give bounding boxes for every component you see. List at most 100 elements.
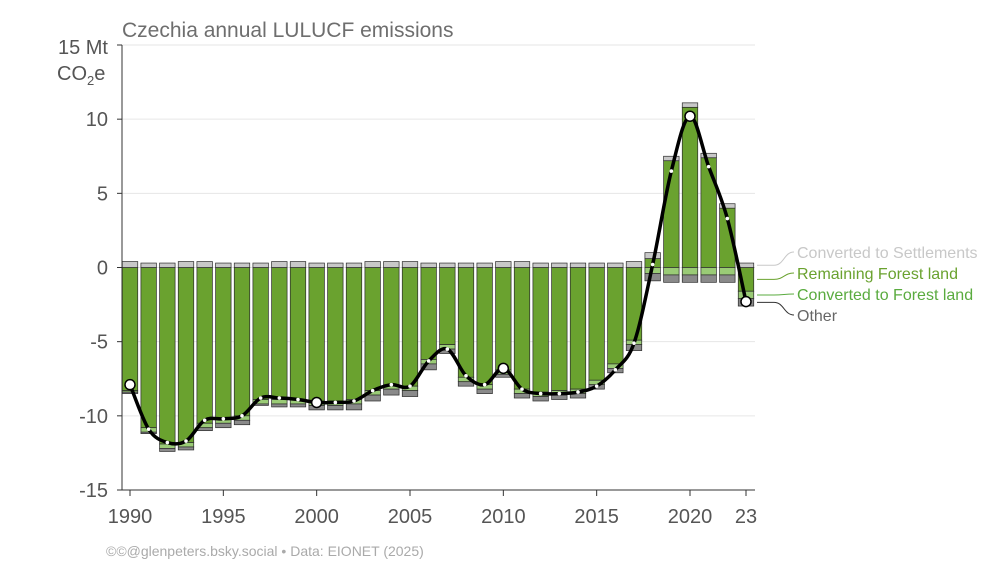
- bar-remaining-forest-land: [215, 267, 232, 420]
- bar-converted-to-settlements: [569, 262, 587, 268]
- bar-remaining-forest-land: [159, 267, 176, 445]
- bar-other: [364, 394, 381, 402]
- net-point: [538, 391, 543, 396]
- bar-converted-to-settlements: [457, 262, 475, 268]
- bar-other: [121, 391, 139, 394]
- net-point-highlight: [740, 295, 752, 308]
- legend-label-other: Other: [797, 308, 838, 325]
- bar-other: [289, 403, 307, 408]
- bar-converted-to-settlements: [532, 262, 549, 268]
- bar-remaining-forest-land: [401, 267, 419, 387]
- bar-remaining-forest-land: [177, 267, 195, 443]
- bar-converted-to-settlements: [607, 262, 624, 268]
- bar-remaining-forest-land: [252, 267, 269, 400]
- net-point: [352, 399, 356, 403]
- bar-other: [476, 388, 493, 394]
- y-tick-label: -5: [90, 332, 108, 354]
- bar-converted-to-settlements: [439, 262, 456, 268]
- stacked-bars: [121, 102, 755, 452]
- bar-remaining-forest-land: [383, 267, 400, 386]
- bar-converted-to-settlements: [271, 261, 288, 268]
- bar-remaining-forest-land: [569, 267, 587, 390]
- net-point: [445, 347, 450, 351]
- net-point: [613, 368, 618, 372]
- bar-remaining-forest-land: [439, 267, 456, 345]
- bar-remaining-forest-land: [495, 267, 512, 371]
- x-tick-label: 2010: [481, 506, 526, 528]
- bar-converted-to-settlements: [289, 261, 307, 268]
- net-point: [557, 391, 562, 396]
- bar-converted-to-settlements: [737, 262, 755, 268]
- legend-leader-line: [757, 251, 795, 266]
- bar-converted-to-settlements: [364, 261, 381, 268]
- net-point: [426, 359, 431, 363]
- bar-converted-to-settlements: [345, 262, 363, 268]
- bar-other: [420, 363, 437, 371]
- net-point-highlight: [310, 396, 323, 409]
- bar-converted-to-settlements: [401, 261, 419, 268]
- net-emissions-line: [128, 114, 748, 446]
- footer-credit: ©©@glenpeters.bsky.social • Data: EIONET…: [106, 543, 424, 559]
- bar-remaining-forest-land: [551, 267, 568, 391]
- net-point: [258, 396, 263, 400]
- bar-remaining-forest-land: [476, 267, 493, 386]
- bar-remaining-forest-land: [121, 267, 139, 391]
- bar-converted-to-settlements: [495, 261, 512, 268]
- net-point: [296, 397, 300, 402]
- y-tick-label: 10: [86, 109, 108, 131]
- bar-remaining-forest-land: [364, 267, 381, 391]
- bar-other: [681, 274, 699, 283]
- legend-label-converted-to-forest-land: Converted to Forest land: [797, 287, 973, 304]
- bar-remaining-forest-land: [327, 267, 344, 402]
- bar-converted-to-settlements: [159, 262, 176, 268]
- bar-other: [700, 274, 717, 283]
- net-point: [706, 164, 711, 169]
- legend-label-remaining-forest-land: Remaining Forest land: [797, 266, 958, 283]
- bar-converted-to-settlements: [383, 261, 400, 268]
- net-point: [184, 439, 188, 443]
- bar-other: [551, 394, 568, 400]
- bar-converted-to-settlements: [719, 203, 736, 209]
- bar-converted-to-settlements: [121, 261, 139, 268]
- bar-other: [233, 419, 251, 426]
- net-point: [464, 373, 468, 378]
- net-point: [632, 341, 636, 345]
- net-point: [725, 216, 730, 221]
- bar-remaining-forest-land: [271, 267, 288, 400]
- x-tick-label: 2005: [388, 506, 433, 528]
- net-point: [594, 384, 599, 388]
- net-point: [370, 388, 375, 393]
- x-tick-label: 1990: [108, 506, 153, 528]
- bar-other: [345, 403, 363, 411]
- legend-leader-line: [757, 293, 795, 296]
- bar-remaining-forest-land: [681, 106, 699, 268]
- legend-leader-line: [757, 301, 795, 316]
- net-point: [408, 384, 412, 388]
- bar-remaining-forest-land: [457, 267, 475, 378]
- bar-converted-to-settlements: [252, 262, 269, 268]
- net-point: [165, 440, 170, 445]
- bar-converted-to-forest-land: [681, 267, 699, 276]
- net-point: [389, 382, 394, 387]
- bar-converted-to-forest-land: [663, 267, 680, 276]
- y-axis-unit: 15 Mt: [58, 37, 108, 59]
- net-point: [240, 414, 244, 418]
- bar-converted-to-settlements: [625, 261, 643, 268]
- bar-converted-to-forest-land: [700, 267, 717, 276]
- bar-other: [532, 396, 549, 402]
- bar-other: [215, 422, 232, 429]
- net-point: [520, 387, 524, 391]
- bar-other: [401, 390, 419, 397]
- bar-other: [383, 388, 400, 396]
- x-tick-label: 23: [735, 506, 757, 528]
- bar-converted-to-settlements: [233, 262, 251, 268]
- net-line-group: [124, 110, 752, 446]
- y-axis-subscript: 2: [87, 73, 94, 88]
- bar-converted-to-forest-land: [719, 267, 736, 276]
- bar-converted-to-settlements: [551, 262, 568, 268]
- bar-converted-to-forest-land: [271, 399, 288, 405]
- bar-remaining-forest-land: [700, 157, 717, 268]
- y-tick-label: 5: [97, 183, 108, 205]
- y-axis-e: e: [94, 63, 105, 85]
- bar-converted-to-settlements: [196, 261, 213, 268]
